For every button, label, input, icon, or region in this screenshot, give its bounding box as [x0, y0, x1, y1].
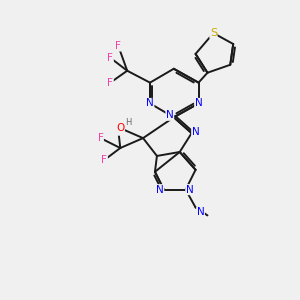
Text: S: S [210, 28, 217, 38]
Text: N: N [146, 98, 154, 108]
Text: F: F [107, 78, 113, 88]
Text: N: N [195, 98, 203, 108]
Text: F: F [98, 133, 103, 143]
Text: F: F [107, 53, 113, 63]
Text: H: H [125, 118, 131, 127]
Text: N: N [186, 184, 194, 195]
Text: N: N [166, 110, 174, 120]
Text: F: F [116, 41, 121, 51]
Text: F: F [116, 125, 121, 135]
Text: N: N [197, 207, 204, 218]
Text: O: O [116, 123, 124, 133]
Text: N: N [192, 127, 200, 137]
Text: N: N [156, 184, 164, 195]
Text: F: F [101, 155, 107, 165]
